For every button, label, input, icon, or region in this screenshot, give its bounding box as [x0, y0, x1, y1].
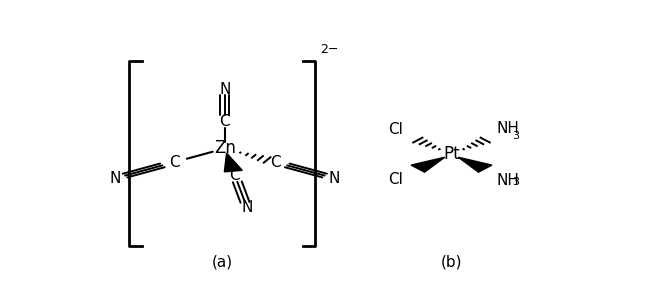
Text: N: N [219, 82, 231, 97]
Text: Cl: Cl [388, 172, 403, 187]
Text: Pt: Pt [443, 145, 460, 163]
Text: N: N [328, 171, 340, 186]
Text: NH: NH [497, 173, 520, 188]
Polygon shape [458, 157, 492, 172]
Text: 2−: 2− [320, 43, 339, 56]
Text: (a): (a) [212, 255, 233, 270]
Text: C: C [229, 168, 240, 183]
Text: N: N [110, 171, 121, 186]
Text: N: N [241, 200, 253, 215]
Text: (b): (b) [441, 255, 462, 270]
Text: 3: 3 [512, 131, 519, 140]
Text: Cl: Cl [388, 121, 403, 136]
Polygon shape [411, 157, 445, 172]
Text: C: C [270, 155, 280, 170]
Text: C: C [170, 155, 180, 170]
Text: NH: NH [497, 121, 520, 136]
Text: Zn: Zn [214, 140, 236, 157]
Text: C: C [220, 114, 230, 129]
Text: 3: 3 [512, 177, 519, 187]
Polygon shape [224, 153, 242, 172]
